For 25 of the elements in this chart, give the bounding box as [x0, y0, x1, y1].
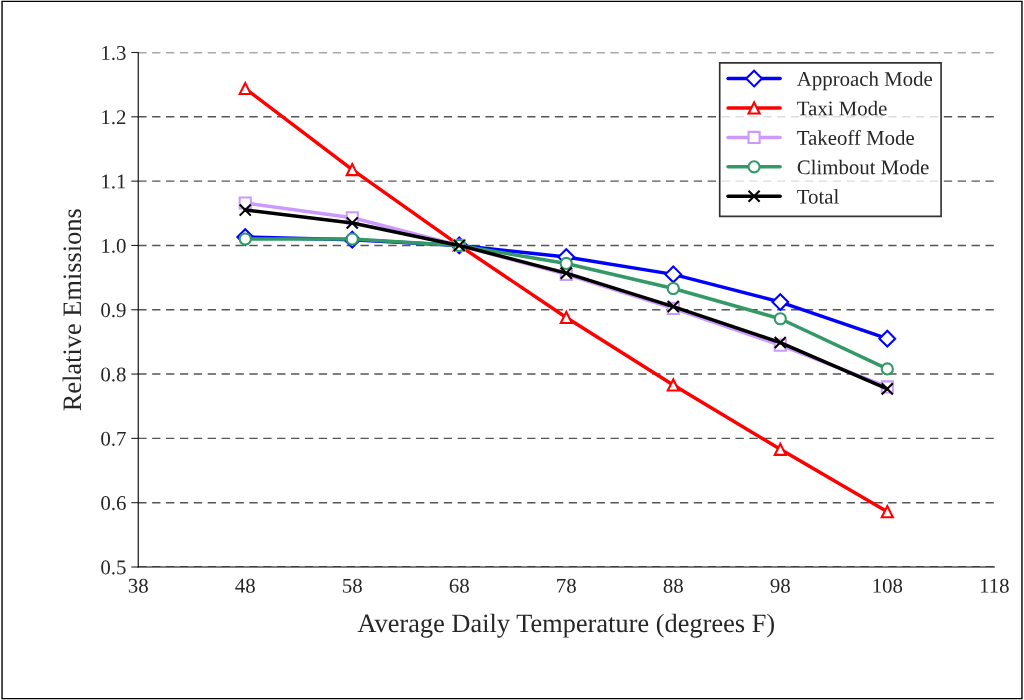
x-tick-label: 48: [235, 578, 255, 593]
y-tick-label: 0.7: [101, 431, 126, 446]
y-tick-label: 1.2: [102, 110, 126, 125]
y-tick-label: 1.1: [102, 174, 126, 189]
x-tick-label: 58: [343, 578, 362, 593]
y-tick-label: 1.3: [102, 45, 126, 61]
x-tick-label: 88: [663, 578, 683, 593]
y-tick-label: 1.0: [102, 238, 126, 253]
y-tick-label: 0.6: [101, 496, 126, 511]
x-tick-label: 108: [873, 578, 903, 593]
x-tick-label: 98: [770, 578, 790, 593]
legend-label: Taxi Mode: [797, 100, 887, 116]
y-axis-title: Relative Emissions: [62, 209, 82, 411]
x-tick-label: 78: [557, 578, 576, 593]
y-tick-label: 0.9: [101, 303, 126, 318]
x-axis-title: Average Daily Temperature (degrees F): [357, 613, 774, 638]
y-tick-label: 0.8: [101, 367, 126, 382]
legend-label: Climbout Mode: [797, 159, 929, 175]
legend-label: Total: [797, 189, 839, 204]
y-tick-label: 0.5: [101, 560, 126, 575]
legend-label: Approach Mode: [797, 71, 933, 91]
x-tick-label: 38: [128, 578, 148, 593]
x-tick-label: 118: [980, 578, 1009, 593]
legend-label: Takeoff Mode: [797, 130, 914, 145]
x-tick-label: 68: [449, 578, 469, 593]
